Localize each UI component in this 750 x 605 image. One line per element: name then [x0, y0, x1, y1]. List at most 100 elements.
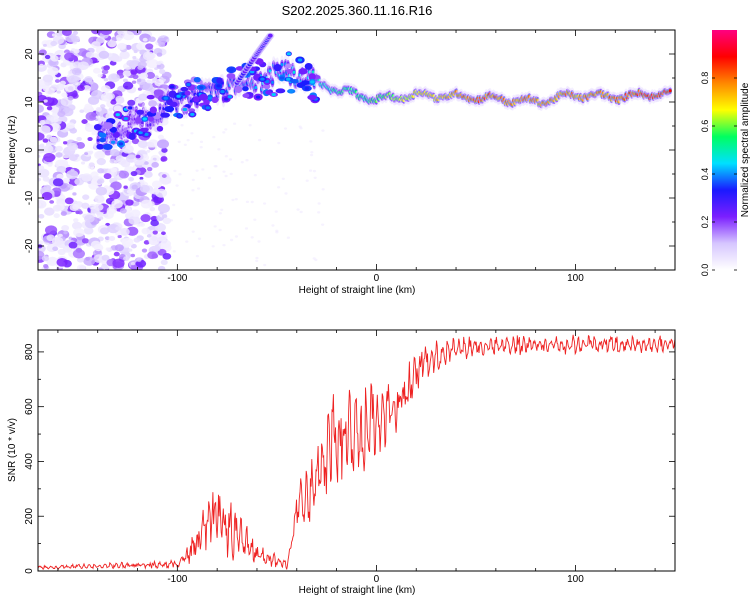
spectrogram-noise-blob — [308, 169, 313, 172]
spectrogram-noise-blob — [70, 168, 75, 172]
spectrogram-noise-blob — [104, 236, 110, 241]
spectrogram-noise-blob — [84, 76, 93, 83]
spectrogram-noise-blob — [64, 197, 74, 205]
spectrogram-noise-blob — [145, 43, 154, 50]
spectrogram-noise-blob — [131, 138, 140, 145]
spectrogram-noise-blob — [213, 165, 217, 168]
spectrogram-noise-blob — [51, 33, 57, 37]
colorbar-ticks: 0.0 0.2 0.4 0.6 0.8 — [700, 72, 737, 276]
spectrogram-ridge-layer — [93, 32, 673, 151]
snr-x-label: Height of straight line (km) — [299, 585, 416, 596]
spectrogram-noise-blob — [139, 184, 150, 193]
spectrogram-noise-blob — [44, 225, 58, 235]
spectrogram-ridge-blob — [146, 94, 155, 100]
spectrogram-noise-blob — [95, 36, 105, 44]
spectrogram-noise-blob — [100, 92, 113, 102]
spectrogram-noise-blob — [277, 186, 281, 189]
spectrogram-ridge-peak — [668, 89, 672, 93]
spectrogram-noise-blob — [257, 138, 262, 142]
snr-line-layer — [38, 334, 675, 571]
spectrogram-ridge-blob — [285, 63, 293, 69]
spectrogram-noise-blob — [317, 202, 321, 205]
spectrogram-noise-blob — [90, 89, 103, 100]
spectrogram-ridge-blob — [226, 73, 236, 79]
spectrogram-noise-blob — [274, 210, 278, 213]
spectrogram-ridge-blob — [109, 126, 118, 133]
spectrogram-noise-blob — [92, 175, 100, 181]
spectrogram-noise-blob — [81, 161, 86, 165]
spectrogram-noise-blob — [127, 99, 136, 106]
spectrogram-noise-blob — [231, 198, 235, 202]
spectrogram-noise-blob — [154, 78, 164, 87]
spectrogram-noise-blob — [114, 160, 119, 164]
spectrogram-noise-blob — [41, 191, 53, 201]
spectrogram-noise-blob — [92, 67, 101, 74]
spectrogram-noise-blob — [161, 71, 172, 80]
spectrogram-noise-blob — [111, 199, 123, 209]
spectrogram-ridge-blob — [123, 116, 129, 121]
spectrogram-ridge-blob — [99, 137, 106, 143]
spectrogram-noise-blob — [313, 176, 317, 179]
spectrogram-noise-blob — [197, 237, 202, 240]
spectrogram-ridge-blob — [96, 143, 104, 150]
spectrogram-ridge-blob — [186, 82, 191, 87]
spectrogram-y-tick-label: 0 — [24, 147, 35, 153]
spectrogram-noise-blob — [75, 154, 80, 158]
spectrogram-noise-blob — [84, 152, 89, 156]
spectrogram-noise-blob — [299, 210, 303, 214]
spectrogram-noise-blob — [143, 171, 153, 178]
spectrogram-ridge-blob — [180, 86, 189, 92]
spectrogram-noise-blob — [130, 209, 141, 218]
spectrogram-ridge-blob — [156, 125, 164, 132]
spectrogram-ridge-peak — [140, 120, 144, 125]
spectrogram-noise-blob — [88, 150, 94, 154]
spectrogram-ridge-blob — [286, 68, 293, 74]
spectrogram-noise-blob — [87, 137, 93, 142]
spectrogram-noise-blob — [105, 112, 115, 120]
spectrogram-noise-blob — [255, 259, 259, 263]
spectrogram-noise-blob — [173, 169, 177, 173]
spectrogram-noise-blob — [68, 241, 78, 249]
spectrogram-noise-blob — [39, 120, 46, 125]
snr-y-tick-label: 400 — [24, 453, 35, 470]
spectrogram-noise-blob — [85, 51, 95, 59]
spectrogram-noise-blob — [131, 184, 138, 190]
spectrogram-ridge-blob — [227, 95, 233, 99]
spectrogram-noise-blob — [160, 259, 168, 265]
spectrogram-noise-blob — [100, 30, 113, 36]
spectrogram-ridge-blob — [163, 96, 169, 100]
spectrogram-noise-blob — [95, 151, 105, 158]
spectrogram-ridge-blob — [142, 117, 148, 121]
spectrogram-noise-blob — [220, 208, 224, 211]
spectrogram-noise-blob — [162, 217, 172, 225]
spectrogram-noise-blob — [56, 258, 68, 267]
snr-plot-area — [38, 330, 675, 571]
spectrogram-ridge-blob — [138, 130, 143, 135]
spectrogram-x-label: Height of straight line (km) — [299, 285, 416, 296]
spectrogram-noise-blob — [79, 109, 85, 114]
spectrogram-noise-blob — [160, 156, 168, 162]
snr-y-tick-label: 200 — [24, 507, 35, 524]
spectrogram-noise-blob — [44, 87, 55, 95]
spectrogram-noise-blob — [146, 141, 155, 148]
spectrogram-noise-blob — [250, 236, 254, 239]
spectrogram-noise-blob — [169, 219, 174, 222]
spectrogram-noise-blob — [148, 236, 160, 246]
spectrogram-ridge-blob — [255, 95, 261, 99]
spectrogram-noise-blob — [146, 167, 153, 172]
spectrogram-noise-blob — [222, 131, 226, 134]
snr-series-line — [38, 334, 675, 571]
spectrogram-noise-blob — [67, 96, 74, 101]
spectrogram-noise-blob — [81, 119, 88, 124]
spectrogram-ridge-blob — [128, 132, 136, 140]
spectrogram-noise-blob — [105, 247, 111, 251]
snr-y-label: SNR (10 * v/v) — [7, 418, 18, 482]
spectrogram-noise-blob — [77, 61, 89, 70]
spectrogram-noise-blob — [211, 245, 215, 248]
spectrogram-noise-blob — [97, 73, 103, 78]
spectrogram-noise-blob — [142, 37, 148, 42]
spectrogram-noise-blob — [113, 251, 120, 257]
spectrogram-noise-blob — [162, 252, 172, 260]
spectrogram-noise-blob — [56, 90, 61, 94]
spectrogram-noise-blob — [55, 152, 63, 158]
